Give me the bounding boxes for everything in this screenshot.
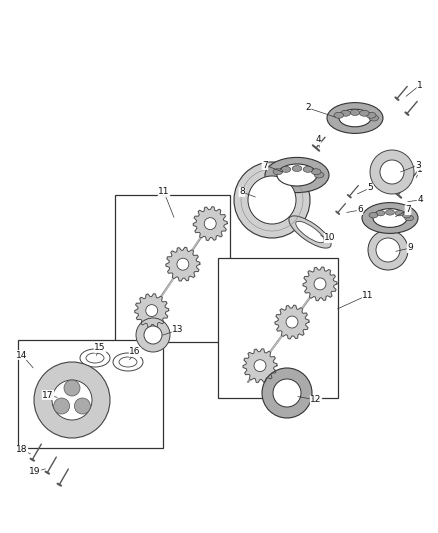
- Circle shape: [262, 368, 312, 418]
- Polygon shape: [193, 207, 227, 240]
- Text: 14: 14: [16, 351, 28, 359]
- Circle shape: [144, 326, 162, 344]
- Ellipse shape: [273, 169, 283, 175]
- Text: 19: 19: [29, 467, 41, 477]
- Ellipse shape: [369, 115, 378, 121]
- Circle shape: [64, 380, 80, 396]
- Circle shape: [248, 176, 296, 224]
- Circle shape: [34, 362, 110, 438]
- Text: 1: 1: [417, 166, 423, 174]
- Bar: [18, 340, 163, 448]
- Text: 11: 11: [362, 290, 374, 300]
- Circle shape: [376, 238, 400, 262]
- Circle shape: [74, 398, 90, 414]
- Text: 10: 10: [324, 233, 336, 243]
- Ellipse shape: [369, 213, 378, 218]
- Text: 4: 4: [417, 196, 423, 205]
- Circle shape: [273, 379, 301, 407]
- Polygon shape: [135, 294, 169, 327]
- Text: 1: 1: [417, 80, 423, 90]
- Ellipse shape: [265, 157, 329, 192]
- Ellipse shape: [281, 166, 291, 172]
- Ellipse shape: [311, 169, 321, 175]
- Text: 3: 3: [415, 160, 421, 169]
- Text: 16: 16: [129, 348, 141, 357]
- Ellipse shape: [86, 353, 104, 363]
- Text: 8: 8: [239, 188, 245, 197]
- Ellipse shape: [314, 172, 324, 178]
- Bar: [218, 258, 338, 398]
- Text: 18: 18: [16, 446, 28, 455]
- Ellipse shape: [402, 213, 411, 218]
- Text: 5: 5: [367, 183, 373, 192]
- Ellipse shape: [367, 112, 376, 118]
- Circle shape: [286, 316, 298, 328]
- Text: 13: 13: [172, 326, 184, 335]
- Text: 7: 7: [262, 160, 268, 169]
- Ellipse shape: [289, 216, 331, 248]
- Polygon shape: [243, 349, 277, 383]
- Ellipse shape: [373, 208, 407, 228]
- Polygon shape: [275, 305, 309, 339]
- Ellipse shape: [376, 211, 385, 216]
- Ellipse shape: [405, 215, 413, 221]
- Ellipse shape: [292, 166, 302, 172]
- Text: 15: 15: [94, 343, 106, 352]
- Ellipse shape: [327, 102, 383, 133]
- Circle shape: [368, 230, 408, 270]
- Text: 4: 4: [315, 135, 321, 144]
- Text: 2: 2: [305, 103, 311, 112]
- Ellipse shape: [362, 203, 418, 233]
- Text: 7: 7: [405, 206, 411, 214]
- Circle shape: [254, 360, 266, 372]
- Circle shape: [177, 259, 189, 270]
- Text: 11: 11: [158, 188, 170, 197]
- Ellipse shape: [360, 110, 369, 116]
- Circle shape: [204, 217, 216, 230]
- Ellipse shape: [277, 164, 317, 186]
- Text: 9: 9: [407, 244, 413, 253]
- Circle shape: [370, 150, 414, 194]
- Ellipse shape: [334, 112, 343, 118]
- Circle shape: [53, 398, 70, 414]
- Circle shape: [146, 305, 158, 317]
- Polygon shape: [303, 267, 337, 301]
- Circle shape: [380, 160, 404, 184]
- Circle shape: [234, 162, 310, 238]
- Ellipse shape: [119, 357, 137, 367]
- Text: 6: 6: [357, 206, 363, 214]
- Circle shape: [314, 278, 326, 290]
- Polygon shape: [166, 247, 200, 281]
- Text: 17: 17: [42, 391, 54, 400]
- Ellipse shape: [296, 221, 324, 243]
- Circle shape: [136, 318, 170, 352]
- Text: 12: 12: [310, 395, 321, 405]
- Ellipse shape: [341, 110, 350, 116]
- Circle shape: [52, 380, 92, 420]
- Ellipse shape: [350, 109, 360, 116]
- Ellipse shape: [395, 211, 404, 216]
- Ellipse shape: [303, 166, 313, 172]
- Ellipse shape: [385, 209, 394, 215]
- Ellipse shape: [339, 109, 371, 127]
- Bar: [115, 195, 230, 342]
